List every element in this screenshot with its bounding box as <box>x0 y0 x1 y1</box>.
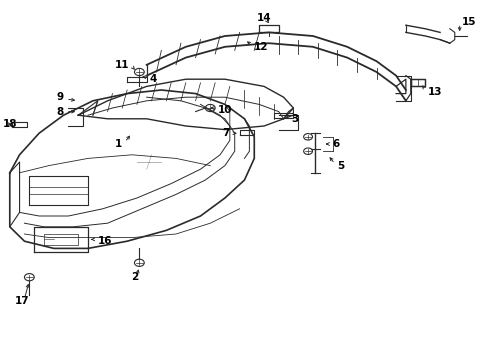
Text: 12: 12 <box>254 42 268 52</box>
Text: 8: 8 <box>56 107 63 117</box>
Text: 4: 4 <box>149 74 156 84</box>
Text: 7: 7 <box>222 128 229 138</box>
Text: 3: 3 <box>290 114 298 124</box>
Text: 11: 11 <box>115 60 129 70</box>
Text: 17: 17 <box>15 296 29 306</box>
Text: 2: 2 <box>131 272 138 282</box>
Text: 16: 16 <box>98 236 112 246</box>
Text: 15: 15 <box>461 17 476 27</box>
Text: 18: 18 <box>2 119 17 129</box>
Text: 1: 1 <box>115 139 122 149</box>
Text: 9: 9 <box>56 92 63 102</box>
Text: 5: 5 <box>337 161 344 171</box>
Text: 14: 14 <box>256 13 271 23</box>
Text: 6: 6 <box>332 139 339 149</box>
Text: 10: 10 <box>217 105 232 115</box>
Text: 13: 13 <box>427 87 442 97</box>
